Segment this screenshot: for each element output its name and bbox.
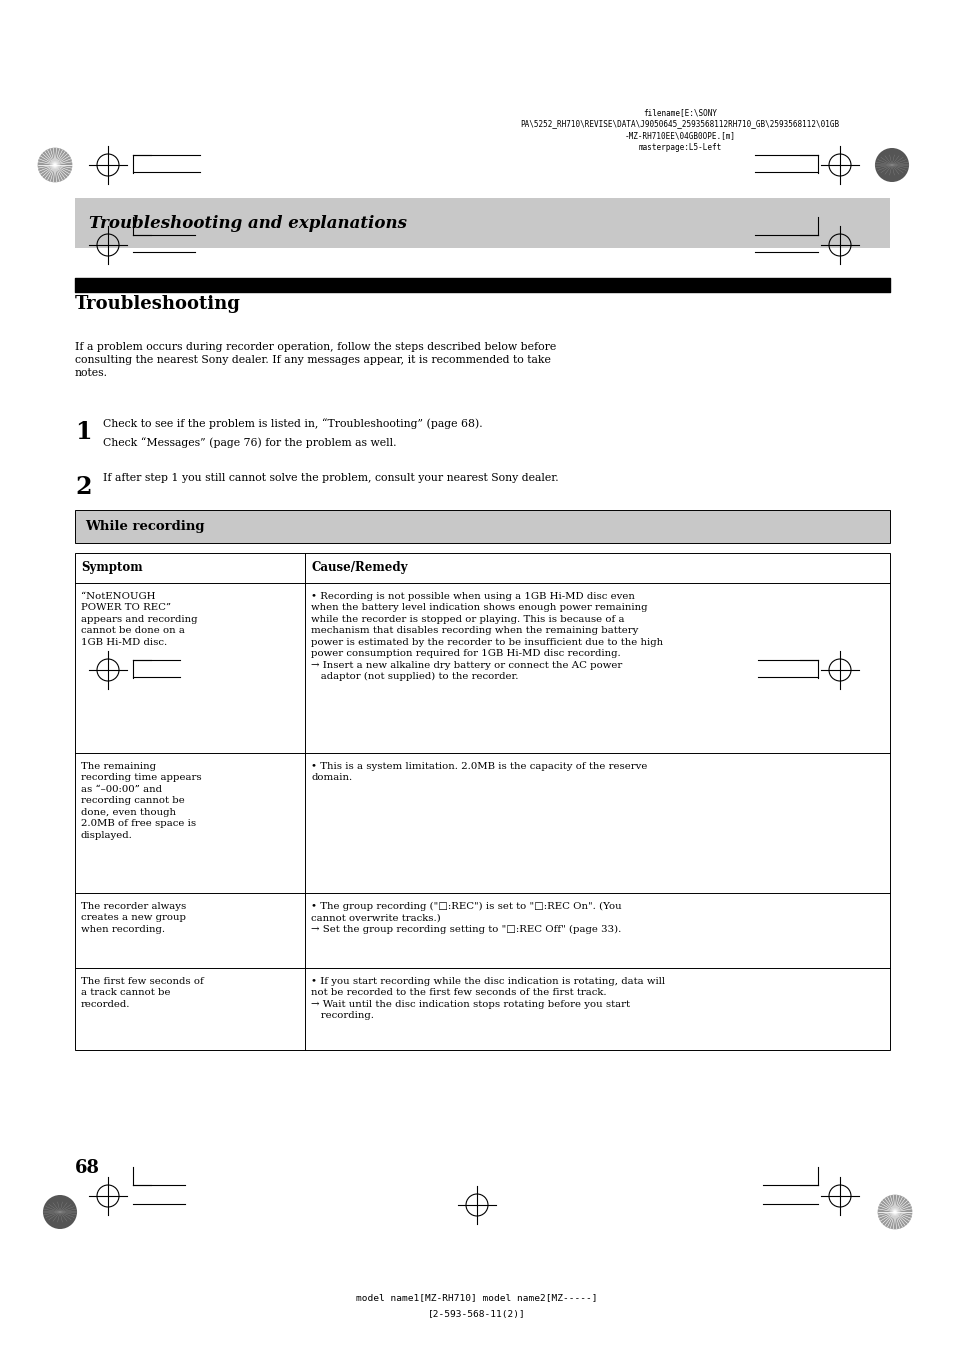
Circle shape [874,149,908,182]
Text: model name1[MZ-RH710] model name2[MZ-----]: model name1[MZ-RH710] model name2[MZ----… [355,1293,598,1302]
Circle shape [43,1196,77,1229]
Text: Cause/Remedy: Cause/Remedy [311,562,407,574]
Text: The first few seconds of
a track cannot be
recorded.: The first few seconds of a track cannot … [81,977,204,1009]
Text: Symptom: Symptom [81,562,143,574]
Text: • Recording is not possible when using a 1GB Hi-MD disc even
when the battery le: • Recording is not possible when using a… [311,592,662,681]
Circle shape [877,1196,911,1229]
Text: Troubleshooting and explanations: Troubleshooting and explanations [89,215,407,231]
Circle shape [38,149,71,182]
Text: Check to see if the problem is listed in, “Troubleshooting” (page 68).: Check to see if the problem is listed in… [103,417,482,428]
Text: filename[E:\SONY: filename[E:\SONY [642,108,717,118]
Text: • This is a system limitation. 2.0MB is the capacity of the reserve
domain.: • This is a system limitation. 2.0MB is … [311,762,647,782]
Text: “NotENOUGH
POWER TO REC”
appears and recording
cannot be done on a
1GB Hi-MD dis: “NotENOUGH POWER TO REC” appears and rec… [81,592,197,647]
Text: 68: 68 [75,1159,100,1177]
Text: • If you start recording while the disc indication is rotating, data will
not be: • If you start recording while the disc … [311,977,664,1020]
Bar [75,199,889,249]
Text: • The group recording ("□:REC") is set to "□:REC On". (You
cannot overwrite trac: • The group recording ("□:REC") is set t… [311,902,621,934]
Text: The remaining
recording time appears
as “–00:00” and
recording cannot be
done, e: The remaining recording time appears as … [81,762,201,840]
Text: masterpage:L5-Left: masterpage:L5-Left [638,142,720,151]
Text: The recorder always
creates a new group
when recording.: The recorder always creates a new group … [81,902,186,934]
Text: Troubleshooting: Troubleshooting [75,295,240,313]
Text: If after step 1 you still cannot solve the problem, consult your nearest Sony de: If after step 1 you still cannot solve t… [103,473,558,484]
Text: Check “Messages” (page 76) for the problem as well.: Check “Messages” (page 76) for the probl… [103,438,396,449]
Text: While recording: While recording [85,520,204,534]
Text: PA\5252_RH710\REVISE\DATA\J9050645_2593568112RH710_GB\2593568112\01GB: PA\5252_RH710\REVISE\DATA\J9050645_25935… [520,119,839,128]
Text: 2: 2 [75,476,91,499]
Text: If a problem occurs during recorder operation, follow the steps described below : If a problem occurs during recorder oper… [75,342,556,378]
Text: [2-593-568-11(2)]: [2-593-568-11(2)] [428,1310,525,1319]
Text: -MZ-RH710EE\04GB0OPE.[m]: -MZ-RH710EE\04GB0OPE.[m] [624,131,735,141]
Bar [75,509,889,543]
Bar [75,553,889,1050]
Text: 1: 1 [75,420,91,444]
